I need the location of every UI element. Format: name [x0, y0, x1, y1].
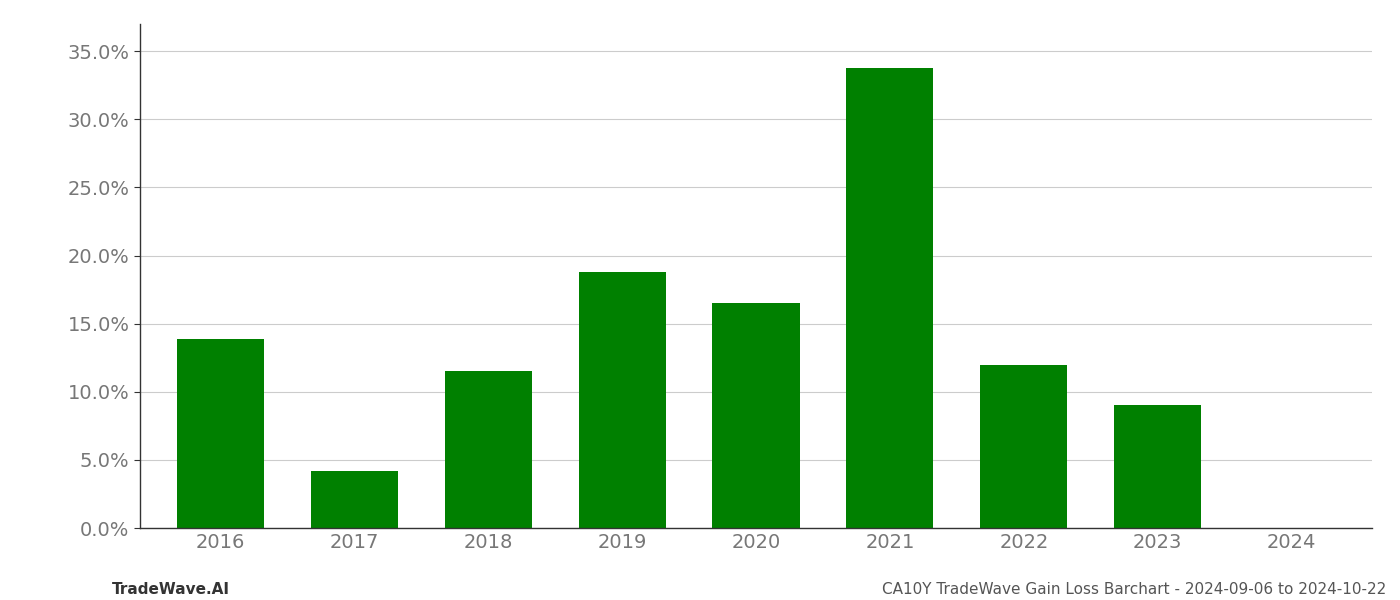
Bar	[311, 471, 398, 528]
Bar	[713, 303, 799, 528]
Bar	[847, 68, 934, 528]
Text: CA10Y TradeWave Gain Loss Barchart - 2024-09-06 to 2024-10-22: CA10Y TradeWave Gain Loss Barchart - 202…	[882, 582, 1386, 597]
Bar	[578, 272, 665, 528]
Bar	[980, 365, 1067, 528]
Bar	[1114, 406, 1201, 528]
Text: TradeWave.AI: TradeWave.AI	[112, 582, 230, 597]
Bar	[445, 371, 532, 528]
Bar	[176, 338, 263, 528]
